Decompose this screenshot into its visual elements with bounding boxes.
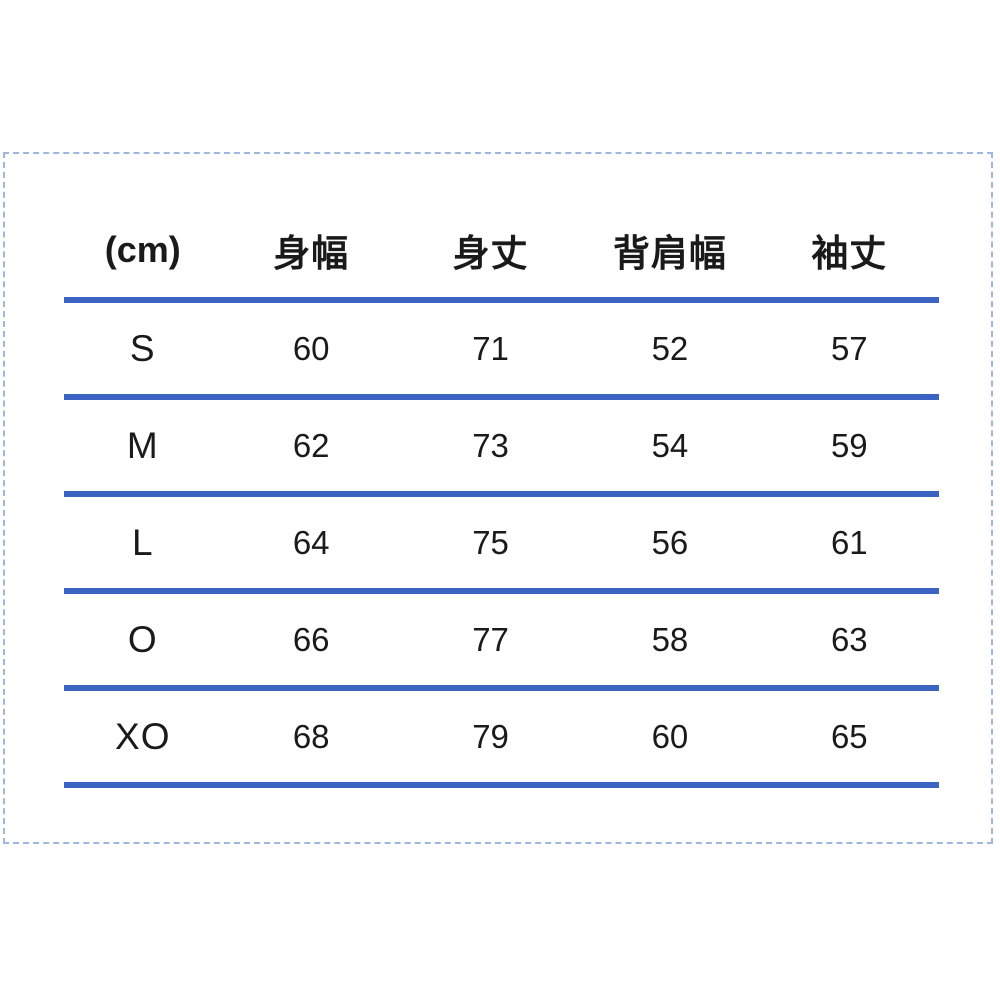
value-cell: 65 [759, 688, 939, 788]
value-cell: 79 [400, 688, 581, 788]
size-label: XO [64, 688, 222, 788]
size-row-o: O 66 77 58 63 [64, 591, 939, 691]
size-chart-table: (cm) 身幅 身丈 背肩幅 袖丈 S 60 71 52 57 M 62 [64, 203, 939, 788]
value-cell: 66 [221, 591, 401, 691]
value-cell: 58 [580, 591, 760, 691]
value-cell: 52 [580, 300, 760, 400]
value-cell: 75 [400, 494, 581, 594]
size-label: S [64, 300, 222, 400]
value-cell: 62 [221, 397, 401, 497]
size-row-m: M 62 73 54 59 [64, 397, 939, 497]
value-cell: 60 [221, 300, 401, 400]
value-cell: 54 [580, 397, 760, 497]
size-label: M [64, 397, 222, 497]
value-cell: 56 [580, 494, 760, 594]
column-header-body-length: 身丈 [400, 203, 581, 303]
size-row-s: S 60 71 52 57 [64, 300, 939, 400]
value-cell: 59 [759, 397, 939, 497]
size-row-xo: XO 68 79 60 65 [64, 688, 939, 788]
size-row-l: L 64 75 56 61 [64, 494, 939, 594]
value-cell: 68 [221, 688, 401, 788]
unit-header: (cm) [64, 203, 222, 303]
value-cell: 61 [759, 494, 939, 594]
value-cell: 64 [221, 494, 401, 594]
value-cell: 73 [400, 397, 581, 497]
size-label: O [64, 591, 222, 691]
value-cell: 63 [759, 591, 939, 691]
column-header-shoulder-width: 背肩幅 [580, 203, 760, 303]
value-cell: 57 [759, 300, 939, 400]
value-cell: 77 [400, 591, 581, 691]
column-header-sleeve-length: 袖丈 [759, 203, 939, 303]
header-row: (cm) 身幅 身丈 背肩幅 袖丈 [64, 203, 939, 303]
size-label: L [64, 494, 222, 594]
value-cell: 71 [400, 300, 581, 400]
dashed-selection-border: (cm) 身幅 身丈 背肩幅 袖丈 S 60 71 52 57 M 62 [3, 152, 993, 844]
value-cell: 60 [580, 688, 760, 788]
column-header-body-width: 身幅 [221, 203, 401, 303]
